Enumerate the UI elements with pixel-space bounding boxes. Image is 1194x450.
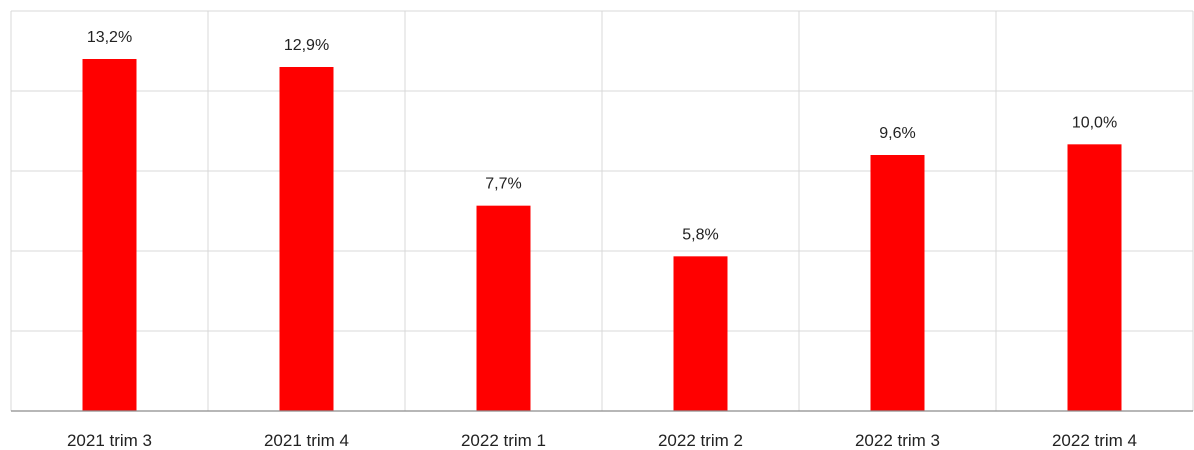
bar: [870, 155, 925, 411]
data-label: 5,8%: [682, 226, 718, 243]
x-axis-tick-label: 2022 trim 4: [1052, 431, 1137, 450]
grid: [10, 10, 1194, 411]
bar: [82, 59, 137, 411]
bar: [1067, 144, 1122, 412]
x-axis-tick-group: 2021 trim 3 2021 trim 4 2022 trim 1 2022 tr…: [67, 431, 1137, 450]
x-axis-tick-label: 2021 trim 4: [264, 431, 349, 450]
bar-group: [82, 59, 1122, 412]
data-label: 9,6%: [879, 125, 915, 142]
bar: [673, 256, 728, 411]
data-label: 10,0%: [1072, 114, 1117, 131]
x-axis-tick-label: 2021 trim 3: [67, 431, 152, 450]
data-label: 12,9%: [284, 37, 329, 54]
x-axis-tick-label: 2022 trim 1: [461, 431, 546, 450]
x-axis-tick-label: 2022 trim 2: [658, 431, 743, 450]
data-label: 13,2%: [87, 29, 132, 46]
bar: [476, 205, 531, 411]
data-label: 7,7%: [485, 176, 521, 193]
x-axis-tick-label: 2022 trim 3: [855, 431, 940, 450]
data-label-group: 13,2% 12,9% 7,7% 5,8% 9,6% 10,0%: [87, 29, 1117, 243]
bar: [279, 67, 334, 411]
